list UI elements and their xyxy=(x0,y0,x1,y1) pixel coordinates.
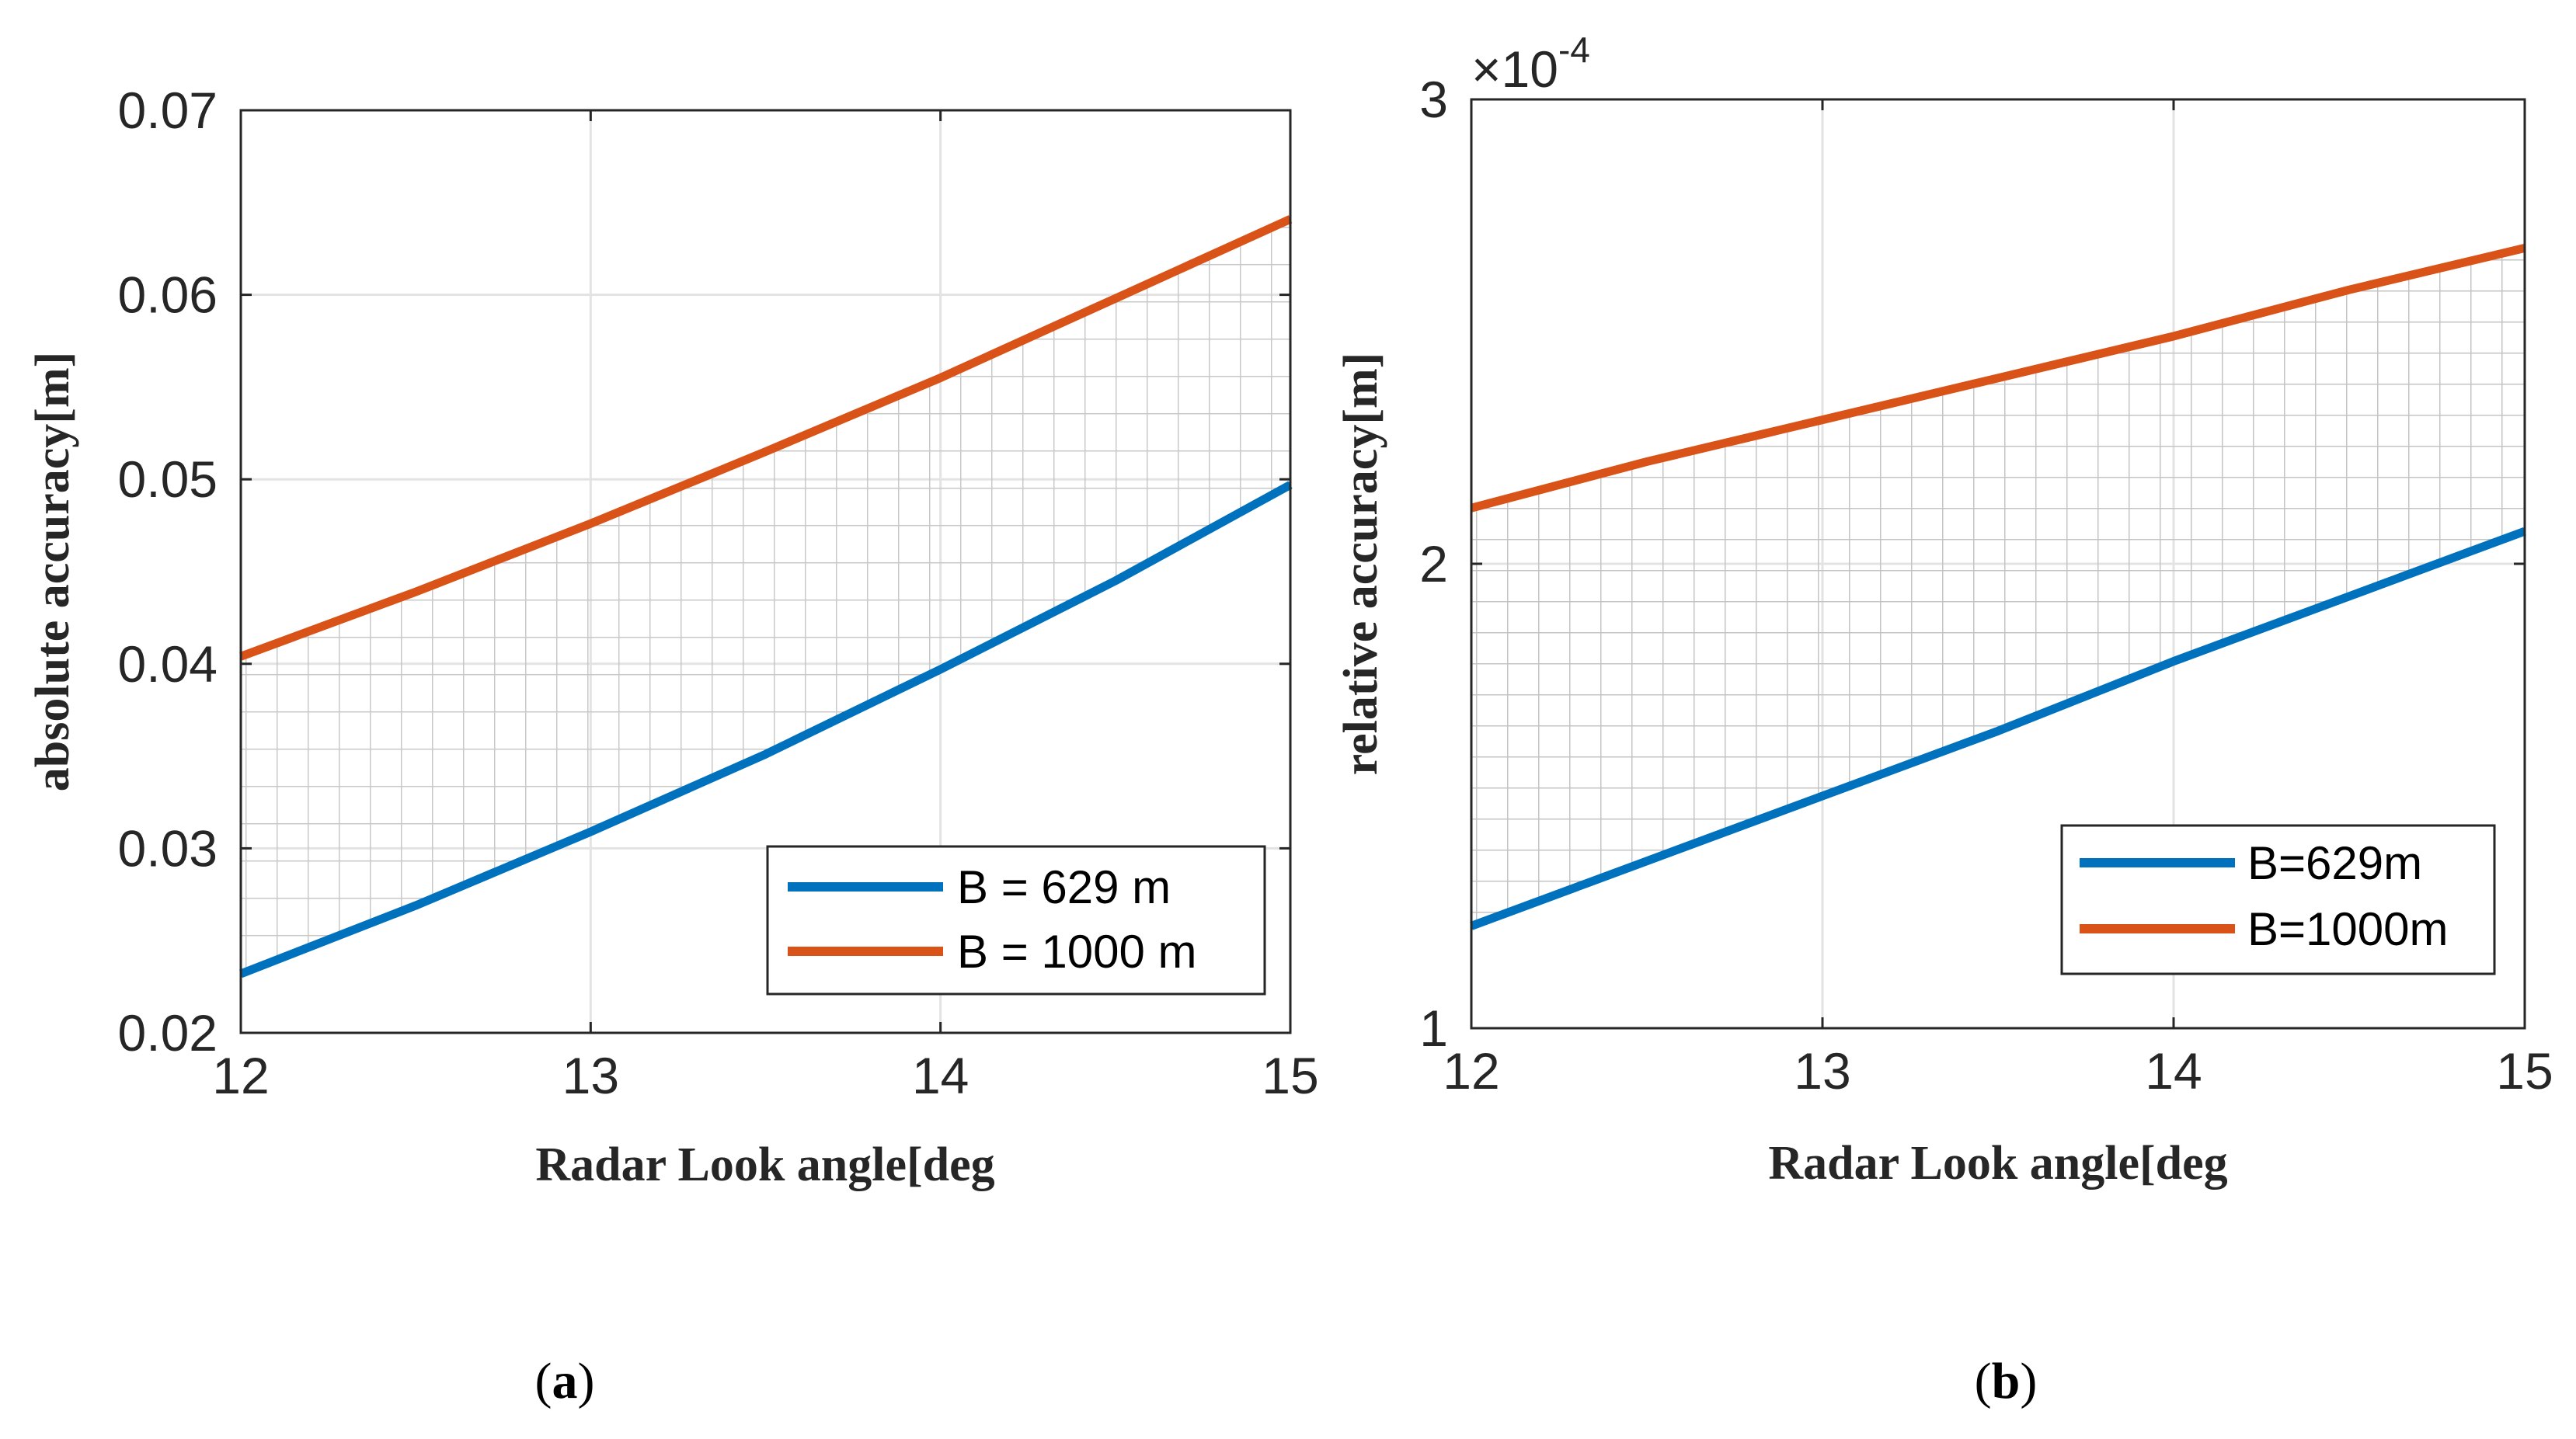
legend-box xyxy=(2060,824,2496,975)
legend-label-629: B = 629 m xyxy=(957,861,1171,913)
y-tick-label: 1 xyxy=(1419,999,1448,1057)
x-axis-label: Radar Look angle[deg xyxy=(1768,1137,2227,1190)
panel-a: 12 13 14 15 0.02 0.03 0.04 0.05 0.06 0.07 B = 629… xyxy=(26,82,1319,1409)
legend: B=629m B=1000m xyxy=(2060,824,2496,975)
series-line-1000 xyxy=(1470,244,2526,513)
x-tick-label: 15 xyxy=(2496,1042,2553,1100)
legend-box xyxy=(766,845,1266,996)
y-tick-label: 0.02 xyxy=(118,1004,218,1062)
y-tick-label: 0.04 xyxy=(118,635,218,693)
y-tick-label: 2 xyxy=(1419,535,1448,593)
y-axis-label: absolute accuracy[m] xyxy=(26,352,79,791)
caption-b: (b) xyxy=(1975,1353,2038,1409)
y-tick-label: 0.07 xyxy=(118,82,218,139)
legend: B = 629 m B = 1000 m xyxy=(766,845,1266,996)
x-tick-label: 12 xyxy=(1443,1042,1499,1100)
series-group xyxy=(238,215,1293,978)
series-line-629 xyxy=(1470,527,2526,930)
series-line-629 xyxy=(238,481,1293,978)
series-line-1000 xyxy=(239,215,1293,661)
x-axis-label: Radar Look angle[deg xyxy=(535,1138,994,1191)
scale-exponent: ×10-4 xyxy=(1471,30,1590,98)
legend-label-629: B=629m xyxy=(2247,837,2422,889)
y-tick-label: 3 xyxy=(1419,71,1448,128)
x-tick-label: 15 xyxy=(1262,1047,1318,1104)
y-axis-label: relative accuracy[m] xyxy=(1335,353,1387,776)
shaded-region xyxy=(241,219,1290,974)
legend-label-1000: B = 1000 m xyxy=(957,926,1197,978)
y-tick-label: 0.05 xyxy=(118,450,218,508)
legend-label-1000: B=1000m xyxy=(2247,903,2449,955)
x-tick-label: 12 xyxy=(212,1047,269,1104)
shaded-region xyxy=(1471,248,2525,926)
tick-labels: 12 13 14 15 0.02 0.03 0.04 0.05 0.06 0.07 xyxy=(118,82,1319,1104)
caption-a: (a) xyxy=(535,1353,595,1409)
x-tick-label: 14 xyxy=(2145,1042,2202,1100)
axes-box xyxy=(239,109,1292,1034)
y-tick-label: 0.03 xyxy=(118,819,218,877)
x-tick-label: 13 xyxy=(1794,1042,1850,1100)
series-group xyxy=(1470,244,2526,930)
y-tick-label: 0.06 xyxy=(118,266,218,324)
x-tick-label: 13 xyxy=(562,1047,619,1104)
x-tick-label: 14 xyxy=(912,1047,969,1104)
tick-marks xyxy=(239,109,1292,1034)
tick-marks xyxy=(1470,98,2526,1030)
